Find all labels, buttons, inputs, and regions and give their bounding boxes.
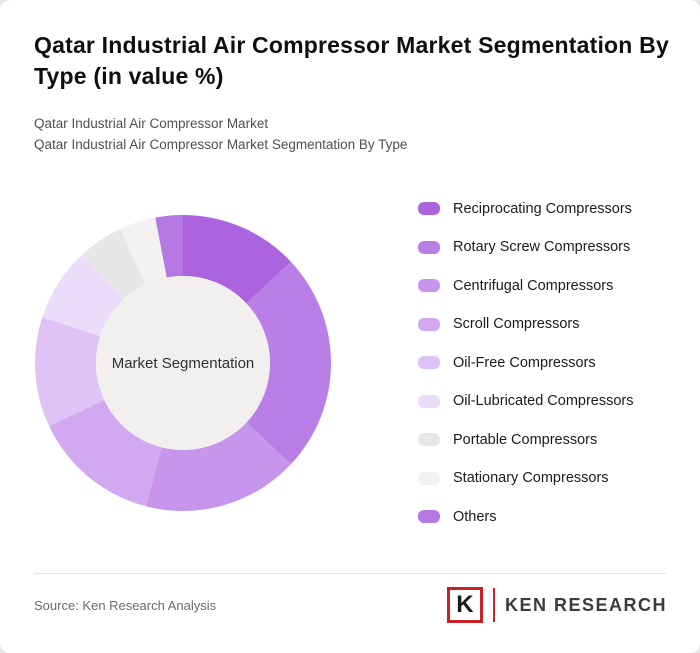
- ken-research-logo: K KEN RESEARCH: [446, 586, 667, 624]
- legend-item: Oil-Lubricated Compressors: [418, 393, 678, 410]
- logo-wordmark: KEN RESEARCH: [504, 594, 667, 615]
- donut-svg: [34, 215, 331, 512]
- legend-label: Rotary Screw Compressors: [453, 239, 631, 255]
- legend-swatch: [418, 279, 440, 292]
- legend-item: Scroll Compressors: [418, 316, 678, 333]
- legend-item: Others: [418, 508, 678, 525]
- subtitle-line-2: Qatar Industrial Air Compressor Market S…: [34, 137, 408, 152]
- logo-separator: [492, 588, 495, 622]
- logo-k-letter: K: [456, 591, 474, 618]
- legend-swatch: [418, 240, 440, 254]
- legend-label: Centrifugal Compressors: [453, 277, 614, 294]
- source-note: Source: Ken Research Analysis: [34, 598, 217, 613]
- donut-chart: Market Segmentation: [33, 213, 333, 513]
- legend-item: Stationary Compressors: [418, 470, 678, 487]
- legend-item: Portable Compressors: [418, 431, 678, 448]
- legend-item: Reciprocating Compressors: [418, 200, 678, 217]
- legend-label: Oil-Lubricated Compressors: [453, 393, 634, 409]
- donut-segment: [155, 215, 183, 278]
- legend-swatch: [418, 433, 440, 446]
- donut-center-circle: [96, 276, 270, 450]
- legend-label: Others: [453, 508, 497, 525]
- legend-item: Centrifugal Compressors: [418, 277, 678, 294]
- subtitle-block: Qatar Industrial Air Compressor Market Q…: [34, 113, 407, 155]
- donut-segment: [49, 400, 162, 507]
- legend-swatch: [418, 356, 440, 369]
- ken-research-k-icon: K: [446, 587, 483, 623]
- legend-swatch: [418, 394, 440, 408]
- legend-swatch: [418, 317, 440, 331]
- legend-swatch: [418, 471, 440, 485]
- donut-segment: [81, 229, 146, 300]
- legend-label: Scroll Compressors: [453, 316, 580, 332]
- chart-legend: Reciprocating Compressors Rotary Screw Co…: [418, 200, 678, 547]
- donut-segment: [34, 317, 105, 427]
- legend-item: Rotary Screw Compressors: [418, 239, 678, 256]
- donut-segment: [42, 255, 124, 337]
- legend-swatch: [418, 202, 440, 215]
- donut-segment: [183, 215, 291, 304]
- page-title: Qatar Industrial Air Compressor Market S…: [34, 32, 669, 89]
- legend-label: Portable Compressors: [453, 431, 598, 448]
- donut-segment: [146, 422, 291, 512]
- donut-segment: [246, 261, 331, 465]
- footer-divider: [34, 573, 666, 574]
- legend-label: Reciprocating Compressors: [453, 200, 632, 217]
- subtitle-line-1: Qatar Industrial Air Compressor Market: [34, 116, 269, 131]
- legend-item: Oil-Free Compressors: [418, 354, 678, 371]
- legend-label: Oil-Free Compressors: [453, 354, 596, 371]
- legend-swatch: [418, 510, 440, 523]
- legend-label: Stationary Compressors: [453, 470, 609, 486]
- donut-segment: [119, 217, 167, 285]
